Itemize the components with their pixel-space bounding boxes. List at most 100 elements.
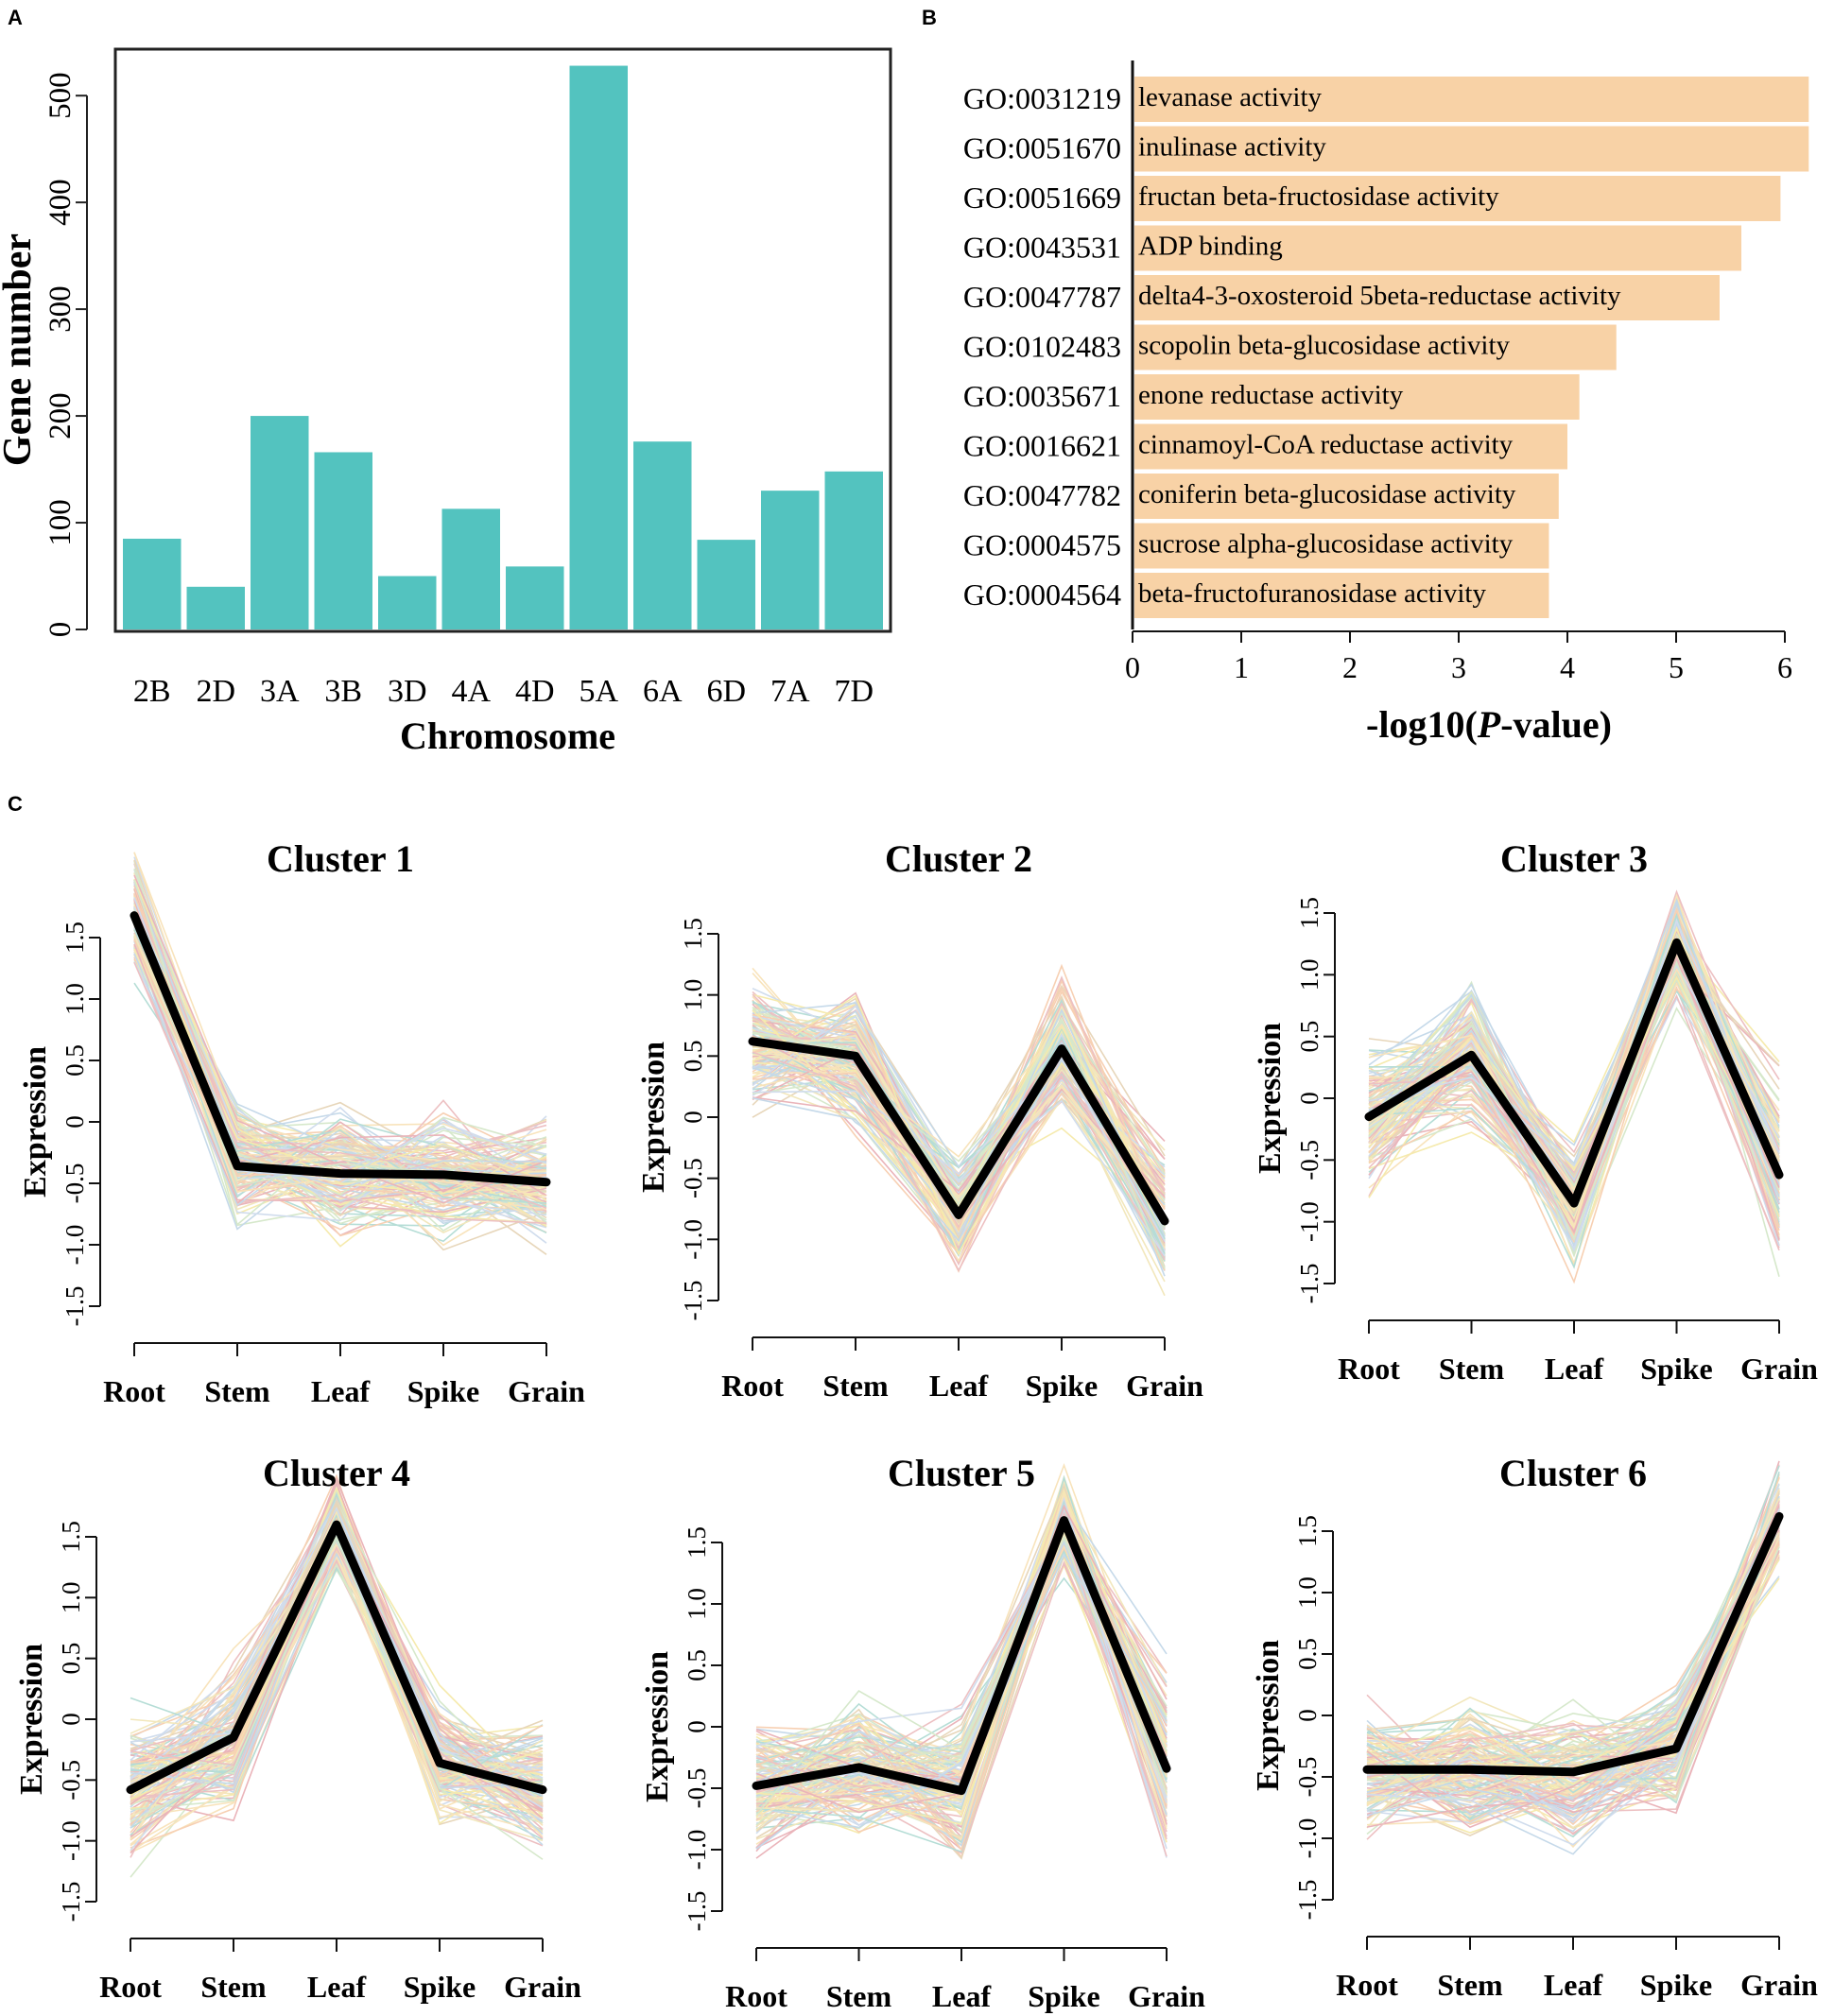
y-tick-label: 0 bbox=[679, 1111, 707, 1124]
x-tick-label-spike: Spike bbox=[1026, 1369, 1098, 1403]
go-term-label: sucrose alpha-glucosidase activity bbox=[1138, 529, 1514, 560]
y-tick-label: 1.0 bbox=[683, 1588, 711, 1620]
y-tick-label: 1.0 bbox=[57, 1581, 85, 1613]
x-tick-label-6D: 6D bbox=[706, 674, 746, 709]
x-tick-label: 3 bbox=[1451, 650, 1466, 684]
y-tick-label: -1.5 bbox=[1295, 1264, 1324, 1304]
x-tick-label-grain: Grain bbox=[508, 1374, 585, 1408]
bar-4D bbox=[506, 566, 564, 629]
x-axis-title: -log10(P-value) bbox=[1366, 703, 1612, 746]
y-tick-label: 0.5 bbox=[1295, 1021, 1324, 1053]
x-tick-label-spike: Spike bbox=[1028, 1979, 1099, 2013]
x-tick-label: 2 bbox=[1342, 650, 1358, 684]
y-tick-label: -1.5 bbox=[61, 1286, 89, 1327]
gene-profile-line bbox=[133, 852, 547, 1175]
bar-GO-0047787 bbox=[1134, 275, 1720, 320]
gene-profile-line bbox=[1366, 1512, 1780, 1752]
y-tick-label: 0.5 bbox=[61, 1044, 89, 1077]
bar-7A bbox=[761, 491, 820, 629]
cluster-mean-line bbox=[1364, 938, 1784, 1208]
y-tick-label: 100 bbox=[43, 499, 78, 546]
x-tick-label-leaf: Leaf bbox=[929, 1369, 989, 1403]
x-tick-label-4D: 4D bbox=[515, 674, 555, 709]
gene-profiles bbox=[133, 852, 547, 1255]
cluster-title: Cluster 1 bbox=[267, 837, 414, 880]
panel-label-b: B bbox=[922, 6, 937, 29]
x-tick-label-spike: Spike bbox=[1640, 1968, 1712, 2002]
go-term-label: scopolin beta-glucosidase activity bbox=[1138, 331, 1511, 361]
x-tick-label-leaf: Leaf bbox=[932, 1979, 992, 2013]
go-term-label: ADP binding bbox=[1138, 232, 1283, 262]
x-tick-label-leaf: Leaf bbox=[311, 1374, 371, 1408]
panel-a-chromosome-bar-chart: 2B 2D 3A 3B 3D 4A 4D 5A 6A 6D 7A 7D 0 100 200 300 400 500… bbox=[0, 47, 892, 757]
gene-profile-line bbox=[130, 1492, 544, 1836]
gene-profile-line bbox=[752, 975, 1166, 1229]
go-id-label: GO:0047782 bbox=[963, 478, 1121, 512]
x-tick-label-grain: Grain bbox=[1740, 1968, 1818, 2002]
cluster-mean-line bbox=[752, 1516, 1171, 1796]
gene-profile-line bbox=[133, 859, 547, 1192]
gene-profile-line bbox=[1368, 959, 1780, 1241]
go-term-label: enone reductase activity bbox=[1138, 380, 1404, 410]
bar-GO-0043531 bbox=[1134, 225, 1741, 271]
gene-profile-line bbox=[752, 1008, 1166, 1243]
y-tick-label: 1.0 bbox=[61, 983, 89, 1015]
cluster-mean-line bbox=[748, 1037, 1169, 1226]
gene-profile-line bbox=[1366, 1506, 1780, 1829]
x-tick-label-root: Root bbox=[1336, 1968, 1398, 2002]
y-tick-label: 1.5 bbox=[1295, 897, 1324, 929]
x-tick-label-root: Root bbox=[99, 1970, 162, 2004]
cluster-plot-6: Cluster 6 Root Stem Leaf Spike Grain -1.5 -1.0 -… bbox=[1251, 1452, 1818, 2002]
x-tick-label-root: Root bbox=[725, 1979, 787, 2013]
y-tick-label: -1.0 bbox=[57, 1820, 85, 1861]
bar-GO-0051669 bbox=[1134, 176, 1781, 221]
gene-profile-line bbox=[133, 893, 547, 1214]
x-tick-label-4A: 4A bbox=[451, 674, 491, 709]
gene-profile-line bbox=[130, 1506, 544, 1781]
go-id-label: GO:0102483 bbox=[963, 330, 1121, 364]
x-tick-label-root: Root bbox=[1338, 1352, 1400, 1386]
x-tick-label-leaf: Leaf bbox=[1544, 1968, 1603, 2002]
y-tick-label: -1.5 bbox=[57, 1882, 85, 1922]
gene-profile-line bbox=[1368, 898, 1780, 1204]
gene-profile-line bbox=[130, 1545, 544, 1839]
x-tick-label-leaf: Leaf bbox=[307, 1970, 367, 2004]
go-id-label: GO:0004575 bbox=[963, 528, 1121, 562]
y-tick-label: -0.5 bbox=[57, 1760, 85, 1801]
y-tick-label: 0 bbox=[1293, 1709, 1322, 1722]
gene-profile-line bbox=[1366, 1464, 1780, 1751]
y-tick-label: -1.0 bbox=[1293, 1818, 1322, 1859]
x-tick-label-grain: Grain bbox=[1126, 1369, 1203, 1403]
gene-profiles bbox=[752, 963, 1166, 1297]
gene-profile-line bbox=[755, 1537, 1168, 1799]
y-tick-label: 0 bbox=[61, 1115, 89, 1129]
x-tick-label: 6 bbox=[1777, 650, 1792, 684]
x-tick-label: 0 bbox=[1125, 650, 1140, 684]
go-term-label: levanase activity bbox=[1138, 82, 1323, 112]
y-tick-label: -0.5 bbox=[679, 1158, 707, 1198]
x-tick-label-stem: Stem bbox=[204, 1374, 270, 1408]
bar-4A bbox=[441, 508, 500, 629]
gene-profiles bbox=[1368, 889, 1780, 1284]
x-tick-label-spike: Spike bbox=[1640, 1352, 1712, 1386]
x-tick-label-root: Root bbox=[721, 1369, 784, 1403]
y-tick-label: -0.5 bbox=[1295, 1140, 1324, 1180]
gene-profile-line bbox=[1366, 1490, 1780, 1799]
x-tick-label-6A: 6A bbox=[643, 674, 683, 709]
bar-GO-0004564 bbox=[1134, 573, 1549, 618]
y-axis-title: Expression bbox=[14, 1644, 49, 1795]
x-tick-label-2D: 2D bbox=[196, 674, 235, 709]
x-tick-label-7D: 7D bbox=[834, 674, 874, 709]
x-tick-label-7A: 7A bbox=[770, 674, 810, 709]
bar-6D bbox=[697, 540, 755, 629]
gene-profile-line bbox=[755, 1540, 1168, 1829]
gene-profile-line bbox=[752, 963, 1166, 1232]
plot-frame bbox=[113, 47, 892, 633]
y-tick-label: -1.5 bbox=[1293, 1880, 1322, 1921]
gene-profile-line bbox=[1368, 935, 1780, 1215]
y-tick-label: -1.0 bbox=[679, 1219, 707, 1260]
gene-profile-line bbox=[755, 1525, 1168, 1803]
y-tick-label: 1.5 bbox=[61, 922, 89, 954]
gene-profile-line bbox=[755, 1524, 1168, 1818]
